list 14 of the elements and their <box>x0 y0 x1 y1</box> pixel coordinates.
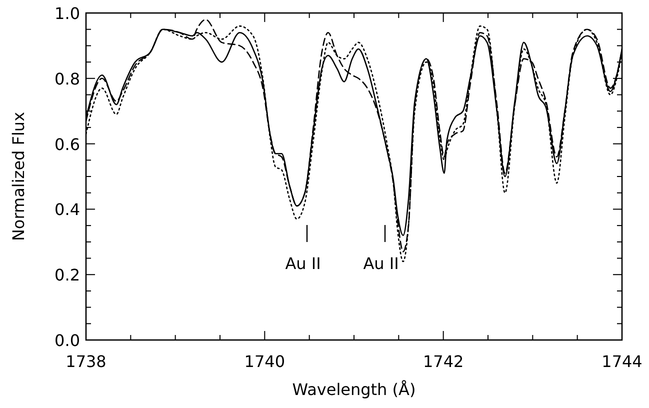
y-axis-title: Normalized Flux <box>9 112 28 242</box>
x-tick-label: 1742 <box>422 352 464 371</box>
annotation: Au II <box>285 254 321 273</box>
y-tick-label: 0.0 <box>54 331 80 350</box>
y-tick-label: 0.6 <box>54 134 80 154</box>
x-axis-title: Wavelength (Å) <box>292 380 416 399</box>
y-tick-label: 0.2 <box>54 266 80 285</box>
annotation: Au II <box>363 254 399 273</box>
y-tick-label: 0.4 <box>54 200 80 220</box>
y-tick-label: 1.0 <box>54 4 80 23</box>
x-tick-label: 1738 <box>66 352 106 371</box>
y-tick-label: 0.8 <box>54 69 80 88</box>
x-tick-label: 1744 <box>602 352 642 371</box>
x-tick-label: 1740 <box>244 352 286 371</box>
